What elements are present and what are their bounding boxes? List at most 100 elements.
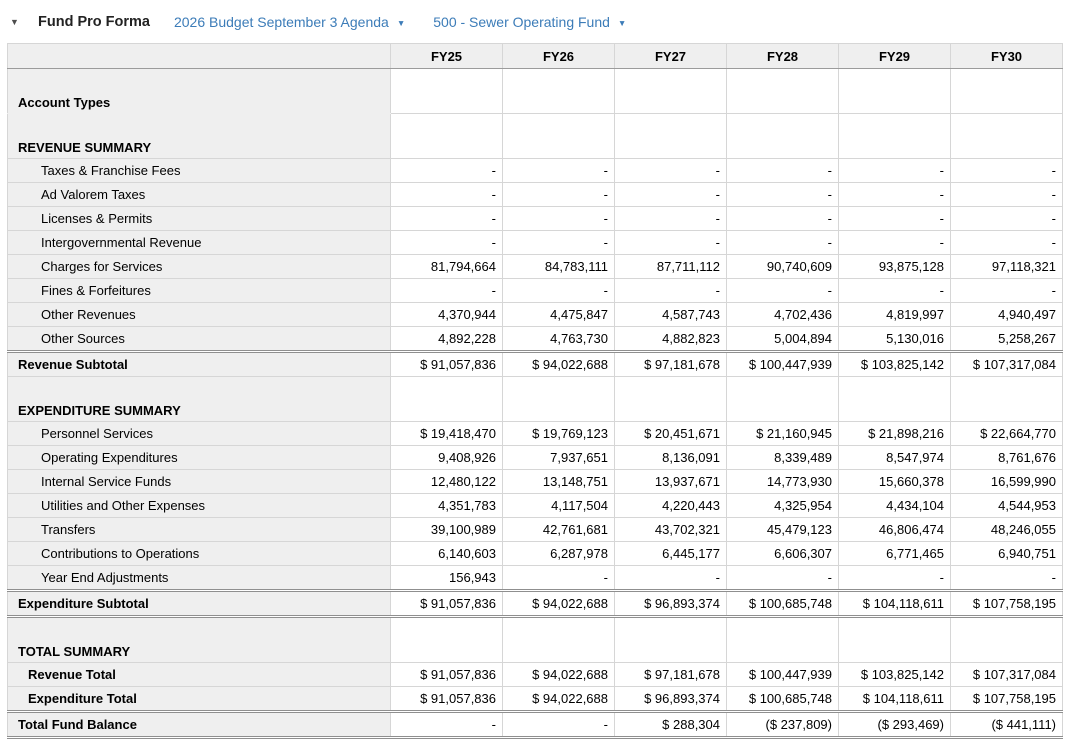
cell-value: - <box>950 278 1063 303</box>
cell-value: $ 104,118,611 <box>838 686 951 713</box>
row-label: Contributions to Operations <box>7 541 391 566</box>
cell-value: 6,287,978 <box>502 541 615 566</box>
table-row: Expenditure Subtotal $ 91,057,836 $ 94,022… <box>7 589 1063 618</box>
row-label: Other Sources <box>7 326 391 352</box>
row-label: Licenses & Permits <box>7 206 391 231</box>
cell-value: $ 100,685,748 <box>726 686 839 713</box>
cell-value: - <box>950 182 1063 207</box>
cell-value: 6,771,465 <box>838 541 951 566</box>
row-label: Expenditure Subtotal <box>7 589 391 618</box>
cell-value <box>390 113 503 159</box>
table-row: Fines & Forfeitures - - - - - - <box>7 278 1063 303</box>
table-row: Total Fund Balance - - $ 288,304 ($ 237,809)… <box>7 711 1063 739</box>
cell-value: - <box>502 206 615 231</box>
cell-value: 97,118,321 <box>950 254 1063 279</box>
cell-value: - <box>390 158 503 183</box>
cell-value <box>614 113 727 159</box>
table-row: Year End Adjustments 156,943- - - - - <box>7 565 1063 591</box>
cell-value: 4,892,228 <box>390 326 503 352</box>
cell-value <box>614 616 727 663</box>
fund-dropdown[interactable]: 500 - Sewer Operating Fund ▼ <box>433 14 626 30</box>
row-label: Ad Valorem Taxes <box>7 182 391 207</box>
table-row: Other Sources 4,892,228 4,763,730 4,882,823… <box>7 326 1063 352</box>
cell-value: $ 91,057,836 <box>390 350 503 377</box>
cell-value: 39,100,989 <box>390 517 503 542</box>
column-header-fy30: FY30 <box>950 43 1063 69</box>
table-row: REVENUE SUMMARY <box>7 113 1063 159</box>
cell-value: - <box>614 206 727 231</box>
cell-value: - <box>390 711 503 739</box>
cell-value: 6,140,603 <box>390 541 503 566</box>
cell-value: 4,220,443 <box>614 493 727 518</box>
cell-value: 84,783,111 <box>502 254 615 279</box>
cell-value: - <box>838 182 951 207</box>
cell-value: $ 103,825,142 <box>838 350 951 377</box>
cell-value: $ 91,057,836 <box>390 662 503 687</box>
cell-value: 87,711,112 <box>614 254 727 279</box>
cell-value: - <box>502 158 615 183</box>
cell-value: 4,819,997 <box>838 302 951 327</box>
cell-value: $ 22,664,770 <box>950 421 1063 446</box>
cell-value: 9,408,926 <box>390 445 503 470</box>
cell-value <box>502 113 615 159</box>
cell-value: $ 94,022,688 <box>502 662 615 687</box>
cell-value: $ 96,893,374 <box>614 589 727 618</box>
cell-value: - <box>950 565 1063 591</box>
row-label: Intergovernmental Revenue <box>7 230 391 255</box>
cell-value <box>390 616 503 663</box>
row-label: Revenue Subtotal <box>7 350 391 377</box>
cell-value: ($ 293,469) <box>838 711 951 739</box>
cell-value <box>726 376 839 422</box>
row-label: EXPENDITURE SUMMARY <box>7 376 391 422</box>
cell-value: 15,660,378 <box>838 469 951 494</box>
cell-value: 8,761,676 <box>950 445 1063 470</box>
column-header-fy26: FY26 <box>502 43 615 69</box>
cell-value <box>950 113 1063 159</box>
collapse-icon[interactable]: ▼ <box>10 16 19 27</box>
cell-value: - <box>614 565 727 591</box>
cell-value: - <box>614 182 727 207</box>
cell-value: $ 20,451,671 <box>614 421 727 446</box>
cell-value: - <box>502 230 615 255</box>
cell-value: $ 100,447,939 <box>726 662 839 687</box>
fund-dropdown-label: 500 - Sewer Operating Fund <box>433 14 610 30</box>
cell-value: 48,246,055 <box>950 517 1063 542</box>
cell-value: $ 94,022,688 <box>502 686 615 713</box>
cell-value: 8,136,091 <box>614 445 727 470</box>
column-header-fy25: FY25 <box>390 43 503 69</box>
row-label: Utilities and Other Expenses <box>7 493 391 518</box>
cell-value <box>950 68 1063 114</box>
table-row: Transfers 39,100,989 42,761,681 43,702,321 4… <box>7 517 1063 542</box>
cell-value: 6,940,751 <box>950 541 1063 566</box>
cell-value: $ 94,022,688 <box>502 350 615 377</box>
row-label: REVENUE SUMMARY <box>7 113 391 159</box>
cell-value: 4,351,783 <box>390 493 503 518</box>
cell-value <box>838 376 951 422</box>
cell-value: - <box>502 565 615 591</box>
cell-value: - <box>838 278 951 303</box>
cell-value: 13,937,671 <box>614 469 727 494</box>
row-label: Account Types <box>7 68 391 114</box>
cell-value: - <box>502 278 615 303</box>
cell-value: - <box>390 230 503 255</box>
cell-value: ($ 237,809) <box>726 711 839 739</box>
cell-value: - <box>614 230 727 255</box>
cell-value <box>838 616 951 663</box>
cell-value: - <box>502 182 615 207</box>
cell-value <box>502 68 615 114</box>
cell-value: 4,940,497 <box>950 302 1063 327</box>
cell-value: 6,606,307 <box>726 541 839 566</box>
cell-value: 6,445,177 <box>614 541 727 566</box>
cell-value <box>614 376 727 422</box>
cell-value: - <box>838 230 951 255</box>
cell-value: - <box>726 278 839 303</box>
budget-dropdown[interactable]: 2026 Budget September 3 Agenda ▼ <box>174 14 405 30</box>
table-row: Contributions to Operations 6,140,603 6,28… <box>7 541 1063 566</box>
cell-value <box>838 113 951 159</box>
row-label: Personnel Services <box>7 421 391 446</box>
corner-header-cell <box>7 43 391 69</box>
row-label: Total Fund Balance <box>7 711 391 739</box>
cell-value: $ 21,898,216 <box>838 421 951 446</box>
cell-value: $ 100,447,939 <box>726 350 839 377</box>
cell-value <box>390 376 503 422</box>
